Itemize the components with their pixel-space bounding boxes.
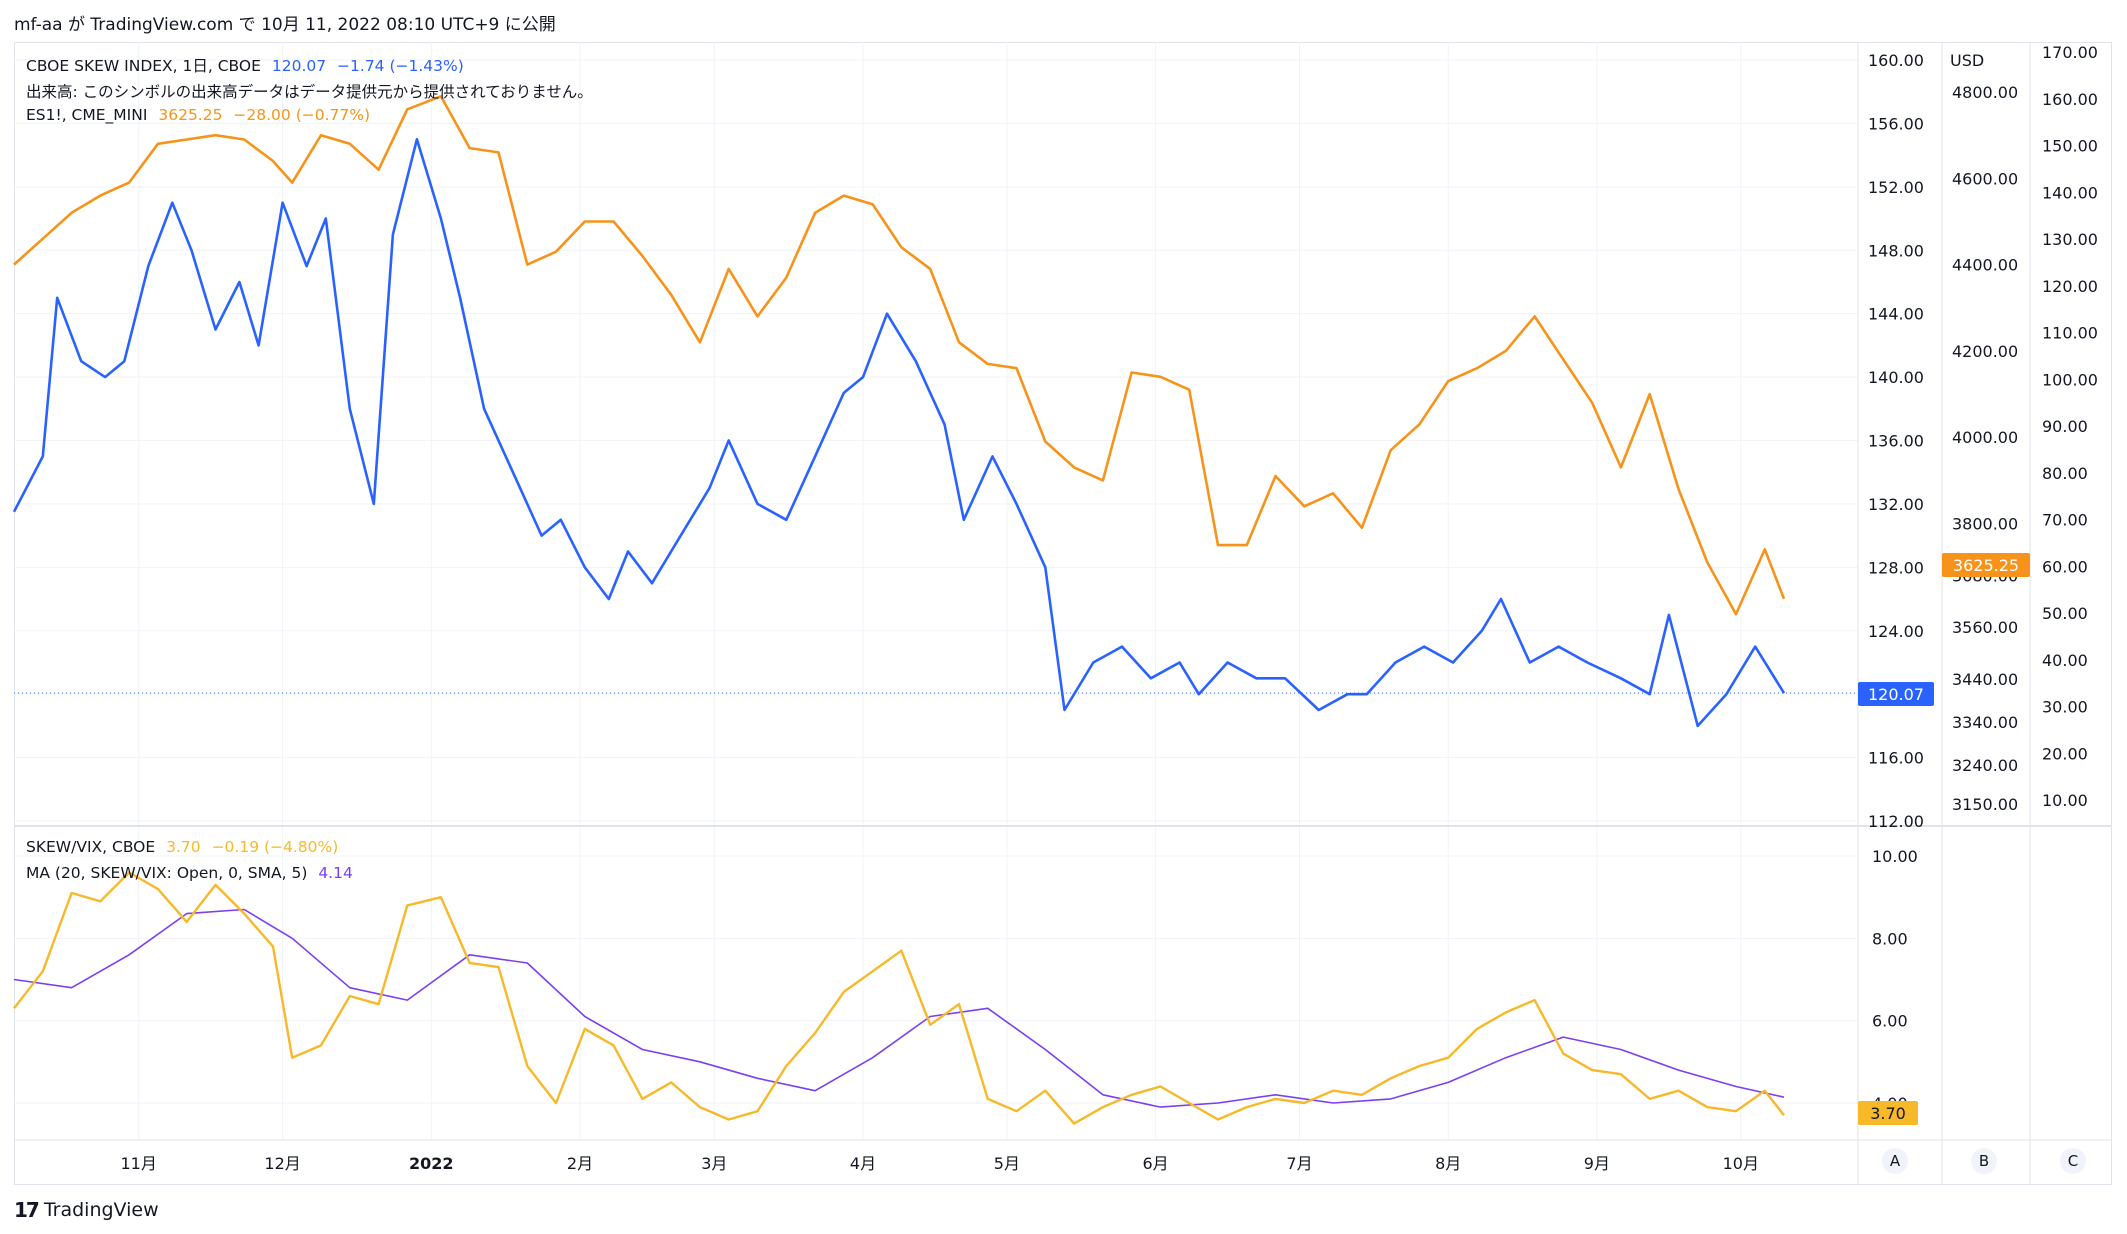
x-axis-tick: 3月 [701,1154,727,1173]
legend-main-line2: ES1!, CME_MINI 3625.25 −28.00 (−0.77%) [26,106,376,124]
axis-usd-tick: 4600.00 [1952,169,2018,188]
skew-series-line[interactable] [12,138,1786,728]
axis-a-tick: 152.00 [1868,178,1924,197]
axis-c-tick: 150.00 [2042,137,2098,156]
axis-usd-tick: 3340.00 [1952,713,2018,732]
axis-c-tick: 40.00 [2042,651,2088,670]
axis-c-tick: 140.00 [2042,183,2098,202]
axis-c-tick: 50.00 [2042,604,2088,623]
axis-a-tick: 136.00 [1868,432,1924,451]
axis-a-tick: 128.00 [1868,558,1924,577]
publisher-name[interactable]: mf-aa [14,15,63,35]
x-axis-tick: 2月 [567,1154,593,1173]
scale-button-b[interactable]: B [1971,1148,1997,1174]
axis-a-tick: 140.00 [1868,368,1924,387]
x-axis-tick: 10月 [1723,1154,1759,1173]
axis-c-tick: 60.00 [2042,557,2088,576]
axis-c-tick: 30.00 [2042,698,2088,717]
legend-volume-note: 出来高: このシンボルの出来高データはデータ提供元から提供されておりません。 [26,80,599,102]
scale-button-a[interactable]: A [1882,1148,1908,1174]
publish-info: が TradingView.com で 10月 11, 2022 08:10 U… [68,15,556,35]
scale-button-c[interactable]: C [2060,1148,2086,1174]
axis-a-tick: 144.00 [1868,305,1924,324]
axis-usd-tick: 4800.00 [1952,83,2018,102]
axis-usd-tick: 3150.00 [1952,795,2018,814]
usd-axis-label: USD [1950,51,1984,70]
axis-usd-tick: 4200.00 [1952,342,2018,361]
axis-usd-tick: 3800.00 [1952,515,2018,534]
axis-a-tick: 148.00 [1868,241,1924,260]
axis-usd-tick: 3560.00 [1952,618,2018,637]
axis-c-tick: 10.00 [2042,791,2088,810]
legend-ratio-value: 3.70 [166,838,201,856]
legend-es-value: 3625.25 [158,106,223,124]
legend-sub-line1: SKEW/VIX, CBOE 3.70 −0.19 (−4.80%) [26,838,344,856]
axis-c-tick: 80.00 [2042,464,2088,483]
x-axis-tick: 9月 [1584,1154,1610,1173]
footer: 17 TradingView [14,1198,159,1222]
axis-c-tick: 20.00 [2042,744,2088,763]
publish-header: mf-aa が TradingView.com で 10月 11, 2022 0… [14,10,556,35]
axis-usd-tick: 3440.00 [1952,670,2018,689]
legend-sub-line2: MA (20, SKEW/VIX: Open, 0, SMA, 5) 4.14 [26,864,359,882]
x-axis-tick: 12月 [264,1154,300,1173]
legend-main-line1: CBOE SKEW INDEX, 1日, CBOE 120.07 −1.74 (… [26,54,470,76]
axis-usd-ticks: 4800.00 4600.00 4400.00 4200.00 4000.00 3800.… [1952,83,2018,814]
legend-ma-name[interactable]: MA (20, SKEW/VIX: Open, 0, SMA, 5) [26,864,308,882]
axis-c-tick: 100.00 [2042,370,2098,389]
x-axis-tick: 11月 [121,1154,157,1173]
series-lines [12,95,1786,1125]
axis-a-tick: 160.00 [1868,51,1924,70]
es-price-label: 3625.25 [1942,553,2030,577]
legend-ma-value: 4.14 [318,864,353,882]
grid-lines [14,42,1858,1140]
axis-c-tick: 120.00 [2042,277,2098,296]
axis-usd-tick: 4000.00 [1952,428,2018,447]
legend-skew-value: 120.07 [271,57,327,75]
legend-skew-name[interactable]: CBOE SKEW INDEX, 1日, CBOE [26,57,261,75]
volume-note-text: 出来高: このシンボルの出来高データはデータ提供元から提供されておりません。 [26,83,593,101]
ratio-price-label: 3.70 [1858,1101,1918,1125]
axis-c-tick: 170.00 [2042,43,2098,62]
axis-c-ticks: 170.00 160.00 150.00 140.00 130.00 120.00 110.… [2042,43,2098,810]
skew-price-label: 120.07 [1858,682,1934,706]
x-axis-tick: 5月 [994,1154,1020,1173]
chart-frame [14,42,2112,1185]
legend-skew-change: −1.74 (−1.43%) [337,57,464,75]
pane-separators [14,42,2112,1185]
x-axis-tick: 7月 [1286,1154,1312,1173]
sub-axis-tick: 10.00 [1872,847,1918,866]
axis-c-tick: 90.00 [2042,417,2088,436]
axis-a-tick: 124.00 [1868,622,1924,641]
legend-es-change: −28.00 (−0.77%) [233,106,371,124]
sub-pane-ticks: 10.008.006.004.00 [1872,847,1918,1113]
legend-ratio-name[interactable]: SKEW/VIX, CBOE [26,838,156,856]
axis-a-tick: 156.00 [1868,114,1924,133]
x-axis-ticks: 11月 12月 2022 2月 3月 4月 5月 6月 7月 8月 9月 10月 [121,1154,1759,1173]
axis-c-tick: 130.00 [2042,230,2098,249]
axis-usd-tick: 4400.00 [1952,256,2018,275]
axis-usd-tick: 3240.00 [1952,756,2018,775]
axis-c-tick: 160.00 [2042,90,2098,109]
es-series-line[interactable] [13,95,1786,616]
sub-axis-tick: 8.00 [1872,929,1908,948]
tradingview-logo-icon[interactable]: 17 [14,1198,40,1222]
legend-es-name[interactable]: ES1!, CME_MINI [26,106,148,124]
ma-series-line[interactable] [13,908,1785,1108]
ratio-series-line[interactable] [13,871,1785,1125]
footer-brand[interactable]: TradingView [43,1199,159,1221]
sub-axis-tick: 6.00 [1872,1012,1908,1031]
x-axis-tick: 6月 [1143,1154,1169,1173]
axis-a-tick: 116.00 [1868,749,1924,768]
axis-a-tick: 132.00 [1868,495,1924,514]
axis-c-tick: 110.00 [2042,324,2098,343]
x-axis-tick: 4月 [850,1154,876,1173]
x-axis-tick: 2022 [409,1154,454,1173]
legend-ratio-change: −0.19 (−4.80%) [211,838,339,856]
x-axis-tick: 8月 [1435,1154,1461,1173]
axis-a-ticks: 160.00 156.00 152.00 148.00 144.00 140.00 136.… [1868,51,1924,831]
axis-c-tick: 70.00 [2042,511,2088,530]
axis-a-tick: 112.00 [1868,812,1924,831]
